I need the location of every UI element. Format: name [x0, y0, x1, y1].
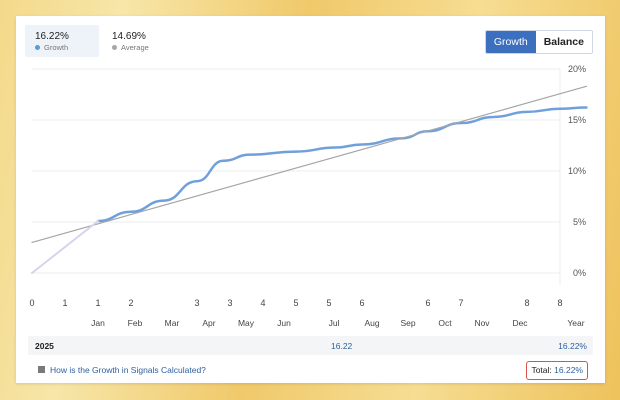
growth-legend-label: Growth [35, 43, 89, 52]
average-value: 14.69% [112, 31, 146, 42]
view-toggle: Growth Balance [484, 30, 593, 54]
month-tick-label: Oct [438, 318, 452, 328]
month-tick-label: May [238, 318, 255, 328]
month-tick-label: Mar [165, 318, 180, 328]
x-tick-label: 5 [293, 298, 298, 308]
legend-growth[interactable]: 16.22% Growth [25, 25, 99, 57]
year-label: 2025 [35, 341, 54, 351]
y-tick-label: 10% [568, 166, 586, 176]
month-tick-label: Sep [400, 318, 415, 328]
year-growth-value: 16.22% [558, 341, 587, 351]
x-tick-label: 6 [425, 298, 430, 308]
month-tick-label: Jun [277, 318, 291, 328]
growth-value: 16.22% [35, 31, 69, 42]
legend-average[interactable]: 14.69% Average [102, 25, 182, 57]
x-tick-label: 8 [524, 298, 529, 308]
x-tick-label: 0 [29, 298, 34, 308]
x-tick-label: 1 [95, 298, 100, 308]
total-badge: Total: 16.22% [526, 361, 588, 380]
x-tick-label: 3 [227, 298, 232, 308]
balance-tab-button[interactable]: Balance [535, 31, 592, 53]
series-line-growth [96, 106, 588, 223]
x-tick-label: 1 [62, 298, 67, 308]
total-value: 16.22% [554, 365, 583, 375]
x-tick-label: 4 [260, 298, 265, 308]
month-tick-label: Feb [128, 318, 143, 328]
month-tick-label: Jan [91, 318, 105, 328]
series-line-start [31, 219, 99, 274]
total-label: Total: [531, 365, 552, 375]
growth-tab-button[interactable]: Growth [485, 31, 536, 53]
y-tick-label: 5% [573, 217, 586, 227]
x-tick-label: 5 [326, 298, 331, 308]
month-tick-label: Year [567, 318, 584, 328]
growth-label-text: Growth [44, 43, 69, 52]
year-summary-row: 2025 16.22 16.22% [28, 336, 593, 355]
y-tick-label: 20% [568, 64, 586, 74]
average-legend-label: Average [112, 43, 172, 52]
document-icon [38, 366, 45, 374]
month-tick-label: Dec [512, 318, 528, 328]
average-dot-icon [112, 44, 117, 50]
x-tick-label: 7 [458, 298, 463, 308]
average-label-text: Average [121, 43, 149, 52]
x-tick-label: 8 [557, 298, 562, 308]
help-link-text: How is the Growth in Signals Calculated? [50, 365, 206, 375]
x-tick-label: 3 [194, 298, 199, 308]
month-growth-value[interactable]: 16.22 [331, 341, 353, 351]
growth-panel: 16.22% Growth 14.69% Average Growth Bala… [16, 16, 605, 383]
month-tick-label: Aug [364, 318, 379, 328]
series-line-average [31, 85, 587, 243]
month-tick-label: Jul [329, 318, 340, 328]
growth-dot-icon [35, 44, 40, 50]
x-tick-label: 6 [359, 298, 364, 308]
y-tick-label: 0% [573, 268, 586, 278]
growth-chart: 20% 15% 10% 5% 0% 0 1 1 2 3 3 4 5 5 6 6 7 8 8 Jan Feb Mar Apr M… [29, 64, 588, 328]
month-tick-label: Nov [474, 318, 490, 328]
month-tick-label: Apr [202, 318, 215, 328]
help-link[interactable]: How is the Growth in Signals Calculated? [38, 365, 206, 375]
y-tick-label: 15% [568, 115, 586, 125]
x-tick-label: 2 [128, 298, 133, 308]
